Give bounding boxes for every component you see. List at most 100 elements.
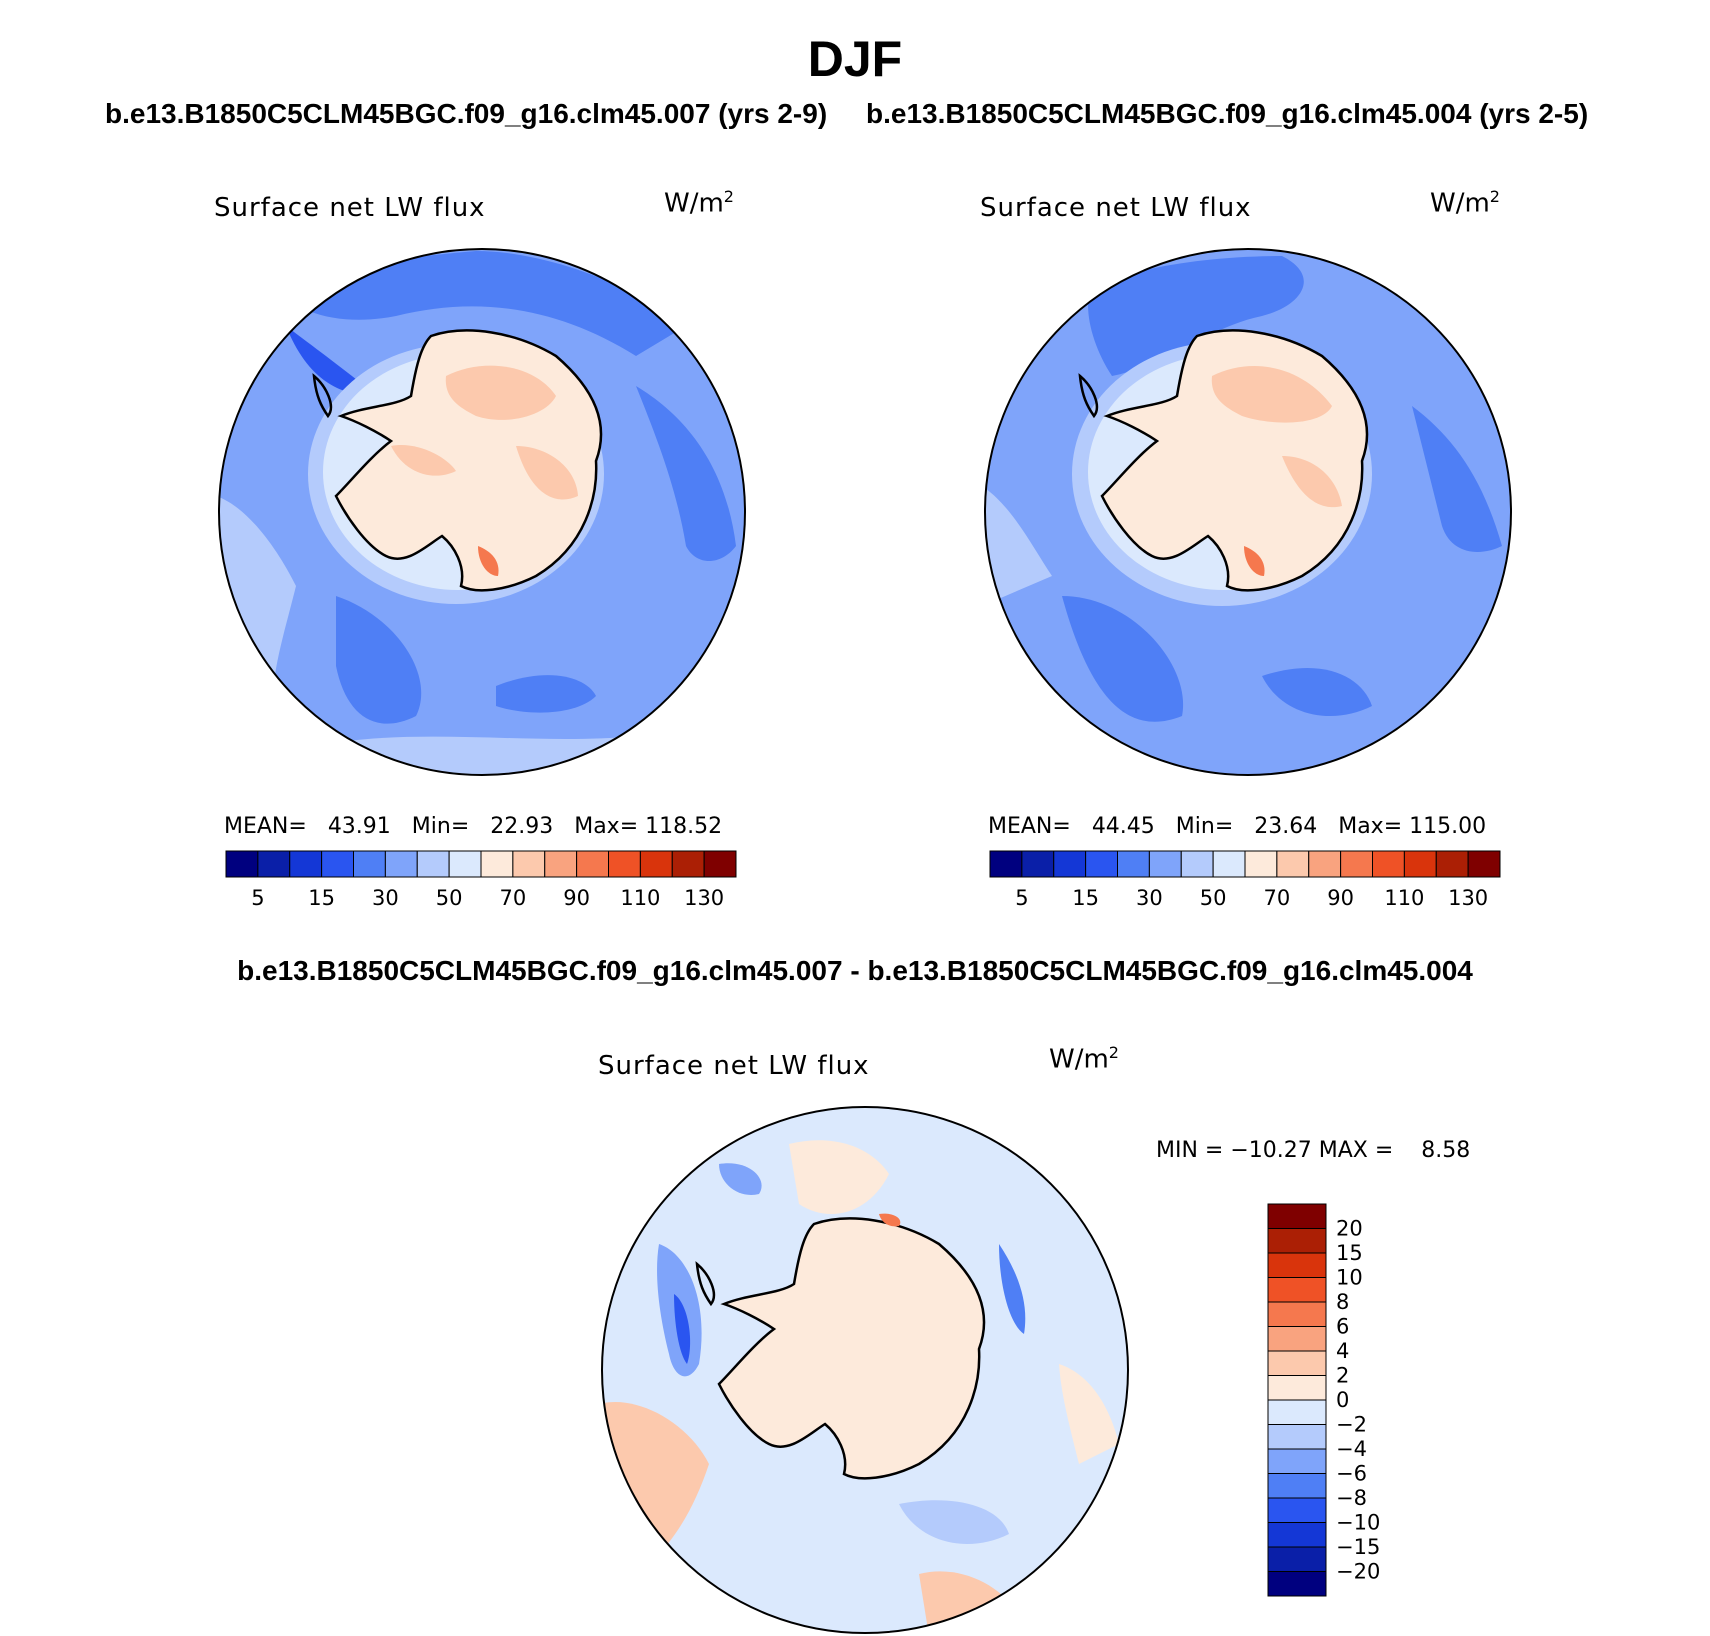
colorbar-tick-label: 6: [1336, 1315, 1349, 1339]
field-low-east: [1412, 406, 1502, 552]
peninsula-outline: [1078, 373, 1099, 419]
panel-b-stats: MEAN= 44.45 Min= 23.64 Max= 115.00: [988, 814, 1487, 839]
colorbar-box: [1267, 1571, 1327, 1597]
case-a-title: b.e13.B1850C5CLM45BGC.f09_g16.clm45.007 …: [105, 98, 828, 129]
panel-b-polar-map: [984, 248, 1512, 776]
colorbar-box: [1267, 1448, 1327, 1474]
colorbar-box: [1372, 850, 1405, 878]
colorbar-box: [289, 850, 323, 878]
colorbar-box: [703, 850, 737, 878]
diff-neg-east: [999, 1244, 1026, 1334]
panel-b-units: W/m2: [1430, 187, 1500, 219]
diff-neg-south: [899, 1500, 1009, 1544]
colorbar-tick-label: 70: [500, 886, 527, 910]
field-low-s: [496, 675, 596, 713]
diff-pos-north: [789, 1140, 889, 1214]
colorbar-tick-label: 15: [1336, 1241, 1363, 1265]
colorbar-b: 5 15 30 50 70 90 110 130: [989, 850, 1501, 910]
colorbar-box: [1267, 1203, 1327, 1229]
diff-units: W/m2: [1049, 1043, 1119, 1075]
colorbar-box: [1276, 850, 1310, 878]
colorbar-tick-label: 15: [1072, 886, 1099, 910]
diff-peak-north-coast: [879, 1213, 901, 1227]
colorbar-box: [544, 850, 578, 878]
map-border: [218, 248, 746, 776]
diff-variable: Surface net LW flux: [598, 1051, 870, 1081]
colorbar-tick-label: 2: [1336, 1364, 1349, 1388]
colorbar-tick-label: −4: [1336, 1437, 1367, 1461]
colorbar-box: [225, 850, 259, 878]
field-band-north: [276, 251, 686, 356]
colorbar-box: [1340, 850, 1373, 878]
panel-a-variable: Surface net LW flux: [214, 193, 486, 223]
panel-a-polar-map: [218, 248, 746, 776]
colorbar-tick-label: 130: [1448, 886, 1488, 910]
colorbar-box: [1267, 1252, 1327, 1278]
colorbar-tick-label: 0: [1336, 1388, 1349, 1412]
colorbar-tick-label: −15: [1336, 1535, 1380, 1559]
figure-title: DJF: [807, 31, 903, 87]
colorbar-tick-label: 110: [1384, 886, 1424, 910]
field-light-south: [296, 736, 656, 775]
colorbar-box: [608, 850, 641, 878]
diff-minmax: MIN = −10.27 MAX = 8.58: [1156, 1138, 1471, 1163]
diff-min-peninsula: [674, 1294, 691, 1364]
panel-a-stats: MEAN= 43.91 Min= 22.93 Max= 118.52: [224, 814, 723, 839]
colorbar-box: [1180, 850, 1214, 878]
case-b-title: b.e13.B1850C5CLM45BGC.f09_g16.clm45.004 …: [866, 98, 1589, 129]
colorbar-tick-label: 130: [684, 886, 724, 910]
field-high-interior: [445, 365, 556, 420]
colorbar-box: [576, 850, 609, 878]
colorbar-tick-label: 30: [1136, 886, 1163, 910]
colorbar-box: [1267, 1522, 1327, 1548]
colorbar-box: [321, 850, 354, 878]
colorbar-tick-label: −10: [1336, 1511, 1380, 1535]
colorbar-box: [1244, 850, 1278, 878]
colorbar-box: [448, 850, 482, 878]
panel-b-variable: Surface net LW flux: [980, 193, 1252, 223]
colorbar-a: 5 15 30 50 70 90 110 130: [225, 850, 737, 910]
colorbar-tick-label: −6: [1336, 1462, 1367, 1486]
field-high-interior: [1211, 366, 1332, 423]
colorbar-tick-label: 4: [1336, 1339, 1349, 1363]
colorbar-box: [1053, 850, 1087, 878]
colorbar-tick-label: −20: [1336, 1560, 1380, 1584]
colorbar-tick-label: 90: [563, 886, 590, 910]
antarctica-outline: [717, 1217, 986, 1480]
colorbar-box: [1267, 1399, 1327, 1425]
colorbar-box: [1267, 1326, 1327, 1352]
diff-polar-map: [601, 1106, 1129, 1634]
colorbar-box: [1403, 850, 1437, 878]
field-low-sw: [1062, 596, 1184, 722]
colorbar-box: [257, 850, 291, 878]
colorbar-box: [480, 850, 514, 878]
field-low-sw: [336, 596, 422, 724]
colorbar-box: [671, 850, 705, 878]
field-peak-ross: [1244, 546, 1265, 576]
colorbar-box: [1085, 850, 1118, 878]
colorbar-tick-label: 5: [1015, 886, 1028, 910]
colorbar-box: [1212, 850, 1246, 878]
field-peak-ross: [478, 546, 499, 576]
colorbar-box: [1267, 1301, 1327, 1327]
peninsula-outline: [695, 1261, 716, 1307]
colorbar-box: [1267, 1546, 1327, 1572]
colorbar-tick-label: 110: [620, 886, 660, 910]
colorbar-box: [416, 850, 450, 878]
colorbar-box: [1117, 850, 1150, 878]
colorbar-box: [989, 850, 1023, 878]
colorbar-box: [639, 850, 673, 878]
colorbar-box: [1308, 850, 1342, 878]
diff-neg-nw: [719, 1163, 762, 1195]
field-high-east: [516, 446, 578, 500]
colorbar-box: [1435, 850, 1469, 878]
colorbar-box: [1267, 1375, 1327, 1401]
panel-a-units: W/m2: [664, 187, 734, 219]
field-low-s: [1262, 667, 1372, 716]
colorbar-box: [1267, 1228, 1327, 1254]
colorbar-box: [1267, 1473, 1327, 1499]
colorbar-box: [1267, 1350, 1327, 1376]
peninsula-outline: [312, 373, 333, 419]
colorbar-box: [1021, 850, 1055, 878]
colorbar-tick-label: 50: [1200, 886, 1227, 910]
